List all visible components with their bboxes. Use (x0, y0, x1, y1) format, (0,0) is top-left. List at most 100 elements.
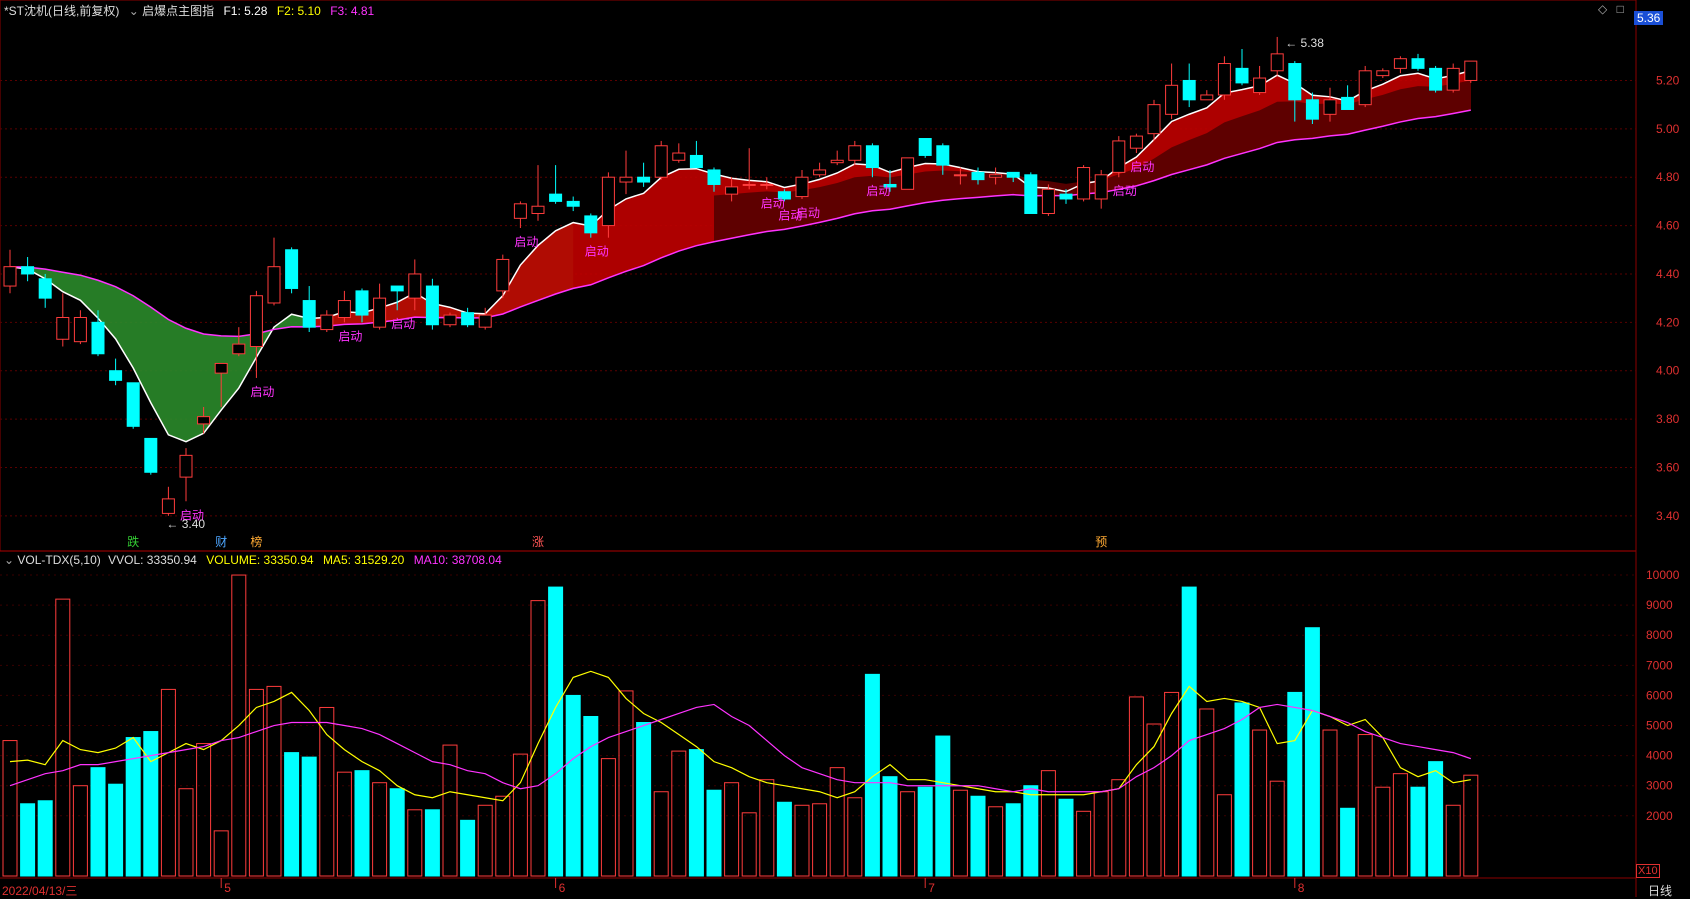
deep-band (714, 80, 1471, 242)
candle-body (936, 145, 950, 166)
candle-body (302, 300, 316, 328)
candle-body (56, 316, 70, 340)
volume-bar (372, 782, 388, 877)
month-label: 8 (1298, 881, 1305, 895)
volume-bar (882, 776, 898, 877)
f3-value: F3: 4.81 (330, 4, 375, 18)
candle-body (1147, 104, 1161, 135)
candle-body (549, 193, 563, 202)
volume-tick-label: 10000 (1646, 568, 1680, 582)
candle-body (813, 169, 827, 176)
candle-body (1411, 58, 1425, 69)
volume-bar (477, 804, 493, 877)
high-price-label: ← 5.38 (1285, 36, 1324, 50)
volume-bar (1076, 810, 1092, 877)
volume-bar (90, 767, 106, 877)
vol-name[interactable]: VOL-TDX(5,10) (17, 553, 101, 567)
volume-bar (1234, 702, 1250, 877)
signal-label: 启动 (585, 245, 609, 259)
candle-body (3, 266, 17, 287)
candle-body (584, 215, 598, 234)
stock-title: *ST沈机(日线,前复权) (4, 4, 120, 18)
signal-label: 启动 (866, 184, 890, 198)
price-tick-label: 3.80 (1656, 412, 1680, 426)
signal-label: 启动 (1130, 160, 1154, 174)
price-tick-label: 4.60 (1656, 219, 1680, 233)
volume-bar (636, 722, 652, 877)
candle-body (725, 186, 739, 195)
diamond-icon[interactable]: ◇ (1598, 2, 1608, 16)
volume-bar (424, 809, 440, 877)
volume-ma10-line (9, 703, 1471, 793)
volume-bar (1252, 729, 1268, 877)
candle-body (1288, 63, 1302, 101)
volume-bar (688, 749, 704, 877)
event-badge: 榜 (250, 534, 262, 549)
candle-body (830, 159, 844, 164)
volume-bar (706, 789, 722, 877)
candle-body (161, 498, 175, 514)
candle-body (1024, 174, 1038, 214)
volume-bar (1392, 773, 1408, 877)
candle-body (742, 183, 756, 186)
volume-bar (143, 731, 159, 877)
period-label[interactable]: 日线 (1648, 884, 1673, 898)
candle-body (232, 343, 246, 355)
volume-bar (935, 735, 951, 877)
volume-bar (794, 804, 810, 877)
volume-bar (1199, 708, 1215, 877)
indicator-name[interactable]: 启爆点主图指 (142, 4, 215, 18)
candle-body (971, 171, 985, 181)
volume-bar (1146, 723, 1162, 877)
volume-indicator-icon[interactable]: ⌄ (4, 553, 15, 567)
signal-label: 启动 (250, 385, 274, 399)
candle-body (1270, 53, 1284, 72)
volume-bar (812, 803, 828, 877)
candle-body (1358, 70, 1372, 106)
volume-bar (776, 801, 792, 877)
price-tick-label: 5.00 (1656, 122, 1680, 136)
candle-body (953, 174, 967, 177)
volume-bar (1445, 804, 1461, 877)
volume-bar (336, 771, 352, 877)
candle-body (1094, 174, 1108, 200)
month-label: 6 (559, 881, 566, 895)
volume-bar (231, 574, 247, 877)
volume-bar (548, 586, 564, 877)
volume-bar (196, 743, 212, 877)
volume-tick-label: 6000 (1646, 688, 1673, 702)
signal-label: 启动 (391, 317, 415, 331)
candle-body (373, 297, 387, 328)
price-tick-label: 4.00 (1656, 364, 1680, 378)
candle-body (566, 200, 580, 207)
month-label: 7 (928, 881, 935, 895)
price-tick-label: 3.40 (1656, 509, 1680, 523)
candle-body (126, 382, 140, 427)
candle-body (21, 266, 35, 275)
volume-bar (55, 598, 71, 877)
candle-body (355, 290, 369, 316)
volume-tick-label: 2000 (1646, 809, 1673, 823)
indicator-icon[interactable]: ⌄ (128, 4, 139, 18)
candle-body (531, 205, 545, 214)
candle-body (425, 285, 439, 326)
month-label: 5 (224, 881, 231, 895)
volume-bar (988, 806, 1004, 877)
candle-body (1165, 84, 1179, 115)
candle-body (1129, 135, 1143, 149)
volume-bar (1164, 691, 1180, 877)
volume-bar (266, 685, 282, 877)
volume-bar (72, 785, 88, 877)
square-icon[interactable]: □ (1616, 2, 1624, 16)
candle-body (285, 249, 299, 289)
candle-body (1112, 140, 1126, 173)
candle-body (1182, 79, 1196, 101)
volume-bar (1058, 798, 1074, 877)
signal-label: 启动 (514, 235, 538, 249)
candle-body (1429, 67, 1443, 91)
volume-bar (1128, 696, 1144, 877)
f1-value: F1: 5.28 (223, 4, 268, 18)
candle-body (777, 191, 791, 200)
volume-bar (319, 706, 335, 877)
